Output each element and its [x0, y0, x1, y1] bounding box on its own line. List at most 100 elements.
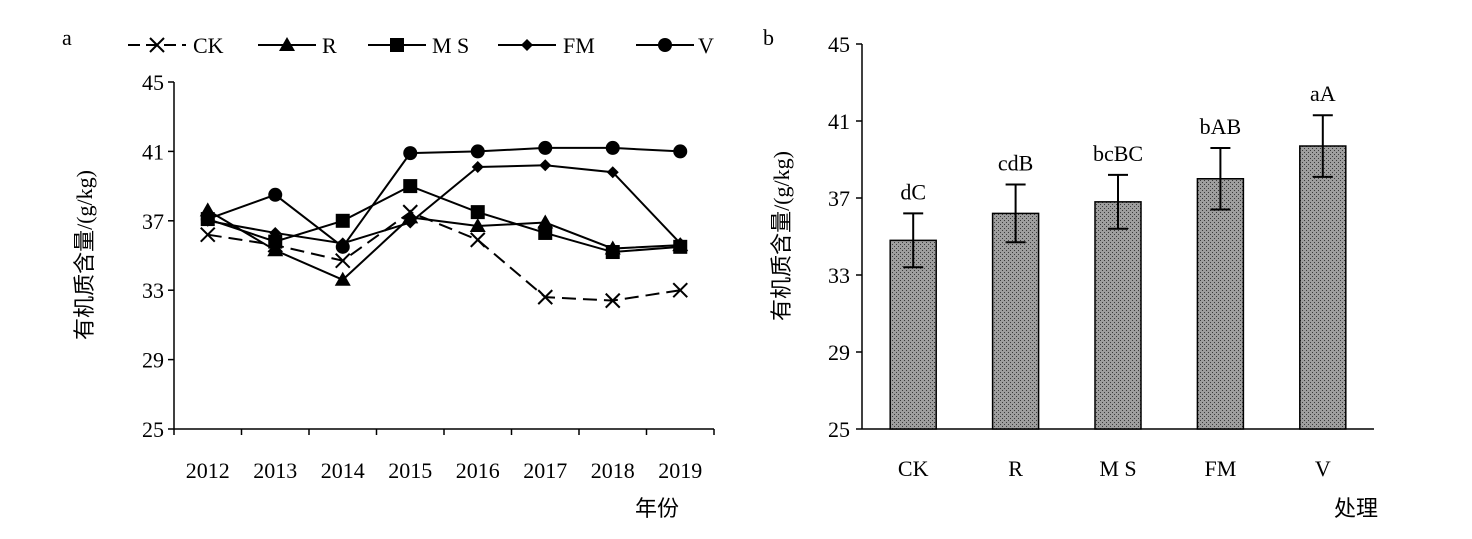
x-tick-label: FM: [1205, 456, 1237, 481]
series-ck-point: [470, 232, 486, 248]
panel-label-a: a: [62, 25, 72, 50]
series-fm-point: [539, 159, 552, 172]
series-v-point: [538, 140, 553, 155]
x-axis-label: 年份: [635, 496, 679, 521]
legend-ck-marker-stroke-2: [149, 37, 165, 53]
y-tick-label: 45: [142, 70, 164, 95]
x-tick-label: 2012: [186, 458, 230, 483]
series-v-point: [470, 144, 485, 159]
x-tick-label: CK: [898, 456, 929, 481]
bar: [991, 212, 1040, 430]
x-tick-label: 2019: [658, 458, 702, 483]
series-fm-point-shape: [606, 166, 619, 179]
bar: [1094, 201, 1142, 430]
series-fm-point: [606, 166, 619, 179]
x-tick-label: 2013: [253, 458, 297, 483]
series-fm-point: [471, 161, 484, 174]
series-fm-point-shape: [404, 216, 417, 229]
y-tick-label: 29: [142, 348, 164, 373]
y-tick-label: 41: [828, 109, 850, 134]
series-ms-point-shape: [268, 234, 283, 249]
x-tick-label: 2016: [456, 458, 500, 483]
series-v-point-shape: [470, 144, 485, 159]
series-ck-point-stroke-2: [672, 282, 688, 298]
series-ms-point-shape: [470, 205, 485, 220]
y-tick-label: 33: [142, 278, 164, 303]
x-tick-label: 2014: [321, 458, 365, 483]
series-v-point-shape: [673, 144, 688, 159]
series-fm-point: [674, 237, 687, 250]
legend-fm-label: FM: [563, 33, 595, 58]
series-ck-point-stroke-2: [470, 232, 486, 248]
y-tick-label: 29: [828, 340, 850, 365]
series-r-point: [267, 242, 284, 257]
series-ms-point: [470, 205, 485, 220]
series-ms-point-shape: [335, 213, 350, 228]
series-fm-point-shape: [674, 237, 687, 250]
series-r-point: [334, 271, 351, 286]
series-ms-point: [268, 234, 283, 249]
legend-ms-marker-shape: [390, 38, 404, 52]
y-tick-label: 45: [828, 32, 850, 57]
bar: [1196, 178, 1245, 430]
series-ms-line: [207, 185, 681, 254]
x-tick-label: V: [1315, 456, 1331, 481]
series-fm-point-shape: [539, 159, 552, 172]
series-ms-point: [335, 213, 350, 228]
series-ck-line: [207, 210, 681, 302]
series-fm-point-shape: [471, 161, 484, 174]
legend-v-marker: [658, 38, 672, 52]
series-v-point: [403, 146, 418, 161]
series-ms-point-shape: [538, 225, 553, 240]
series-v-point-shape: [200, 212, 215, 227]
significance-label: bAB: [1200, 114, 1242, 139]
series-fm-point: [404, 216, 417, 229]
legend-r-marker: [279, 37, 295, 51]
y-axis-label: 有机质含量/(g/kg): [72, 170, 97, 340]
line-chart-panel-a: a 25 29 33 37 41 45 2012 2013 2014 2015 2016 2017 201…: [62, 25, 715, 521]
series-ck-point-stroke-2: [537, 289, 553, 305]
x-tick-label: 2018: [591, 458, 635, 483]
series-v-point: [200, 212, 215, 227]
series-ms-point: [605, 245, 620, 260]
series-r-point-shape: [469, 218, 486, 233]
series-ck-point-stroke-2: [335, 252, 351, 269]
y-tick-label: 33: [828, 263, 850, 288]
legend-r-label: R: [322, 33, 337, 58]
series-ck-point: [537, 289, 553, 305]
y-tick-label: 37: [828, 186, 850, 211]
series-v-line: [207, 146, 681, 249]
series-ck-point-stroke-2: [200, 226, 216, 243]
series-ck-point-stroke-2: [605, 292, 621, 309]
series-v-point: [268, 187, 283, 202]
series-v-point-shape: [538, 140, 553, 155]
legend-fm-marker: [521, 39, 533, 51]
series-ck-point: [335, 252, 351, 269]
legend-ms-marker: [390, 38, 404, 52]
series-v-point: [673, 144, 688, 159]
x-tick-label: R: [1008, 456, 1023, 481]
series-r-point-shape: [334, 271, 351, 286]
panel-label-b: b: [763, 25, 774, 50]
significance-label: cdB: [998, 151, 1033, 176]
series-r-point: [537, 214, 554, 229]
series-ck-point: [605, 292, 621, 309]
y-tick-label: 37: [142, 209, 164, 234]
series-ms-point-shape: [403, 179, 418, 194]
series-v-point: [605, 140, 620, 155]
significance-label: dC: [900, 179, 926, 204]
y-tick-label: 25: [828, 417, 850, 442]
x-axis-label: 处理: [1334, 496, 1378, 521]
series-v-point-shape: [268, 187, 283, 202]
series-fm-point: [269, 226, 282, 239]
y-tick-label: 41: [142, 139, 164, 164]
legend-v-marker-shape: [658, 38, 672, 52]
series-r-point: [469, 218, 486, 233]
series-v-point-shape: [403, 146, 418, 161]
x-tick-label: 2015: [388, 458, 432, 483]
series-r-line: [207, 209, 681, 281]
series-r-point-shape: [537, 214, 554, 229]
series-fm-point-shape: [269, 226, 282, 239]
legend-r-marker-shape: [279, 37, 295, 51]
